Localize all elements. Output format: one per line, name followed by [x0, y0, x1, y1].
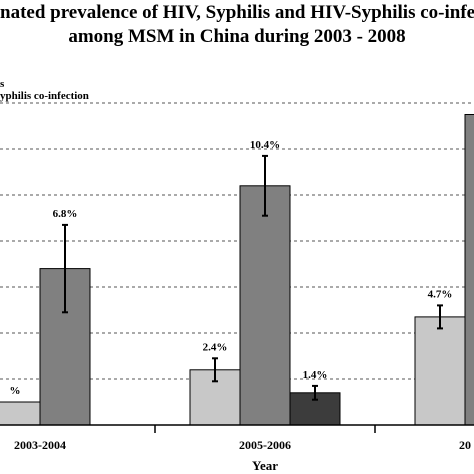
chart-title-line-1: nated prevalence of HIV, Syphilis and HI…	[0, 2, 474, 23]
data-label-s2-c1: 1.4%	[303, 369, 328, 381]
legend-entry-2: yphilis co-infection	[0, 90, 89, 102]
bar-s1-c2	[464, 114, 474, 426]
chart-title-line-2: among MSM in China during 2003 - 2008	[68, 26, 406, 47]
x-tick-label-1: 2005-2006	[239, 438, 291, 452]
data-label-s1-c0: 6.8%	[53, 208, 78, 220]
x-axis-label: Year	[252, 458, 278, 473]
bar-s0-c2	[414, 316, 466, 426]
legend-entry-1: s	[0, 78, 5, 90]
x-tick-label-0: 2003-2004	[14, 438, 66, 452]
data-label-s1-c1: 10.4%	[250, 139, 280, 151]
bar-s1-c1	[239, 185, 291, 426]
data-label-s0-c0: %	[10, 385, 21, 397]
data-label-s0-c1: 2.4%	[203, 341, 228, 353]
data-label-s0-c2: 4.7%	[428, 288, 453, 300]
x-tick-label-2: 20	[459, 438, 471, 452]
bar-s0-c0	[0, 401, 41, 426]
